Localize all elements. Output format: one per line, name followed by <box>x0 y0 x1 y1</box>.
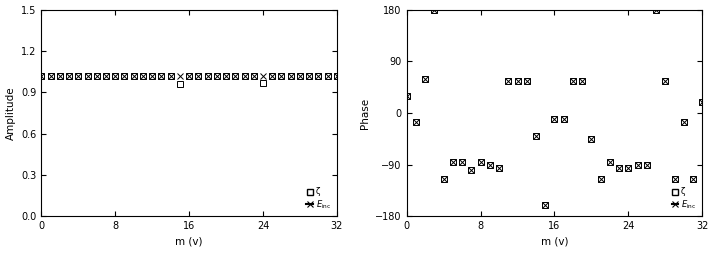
Y-axis label: Phase: Phase <box>360 97 370 129</box>
X-axis label: m (v): m (v) <box>176 237 203 247</box>
Legend: ζ, $E_\mathrm{inc}$: ζ, $E_\mathrm{inc}$ <box>670 186 698 212</box>
X-axis label: m (v): m (v) <box>540 237 568 247</box>
Y-axis label: Amplitude: Amplitude <box>6 86 16 140</box>
Legend: ζ, $E_\mathrm{inc}$: ζ, $E_\mathrm{inc}$ <box>305 186 333 212</box>
